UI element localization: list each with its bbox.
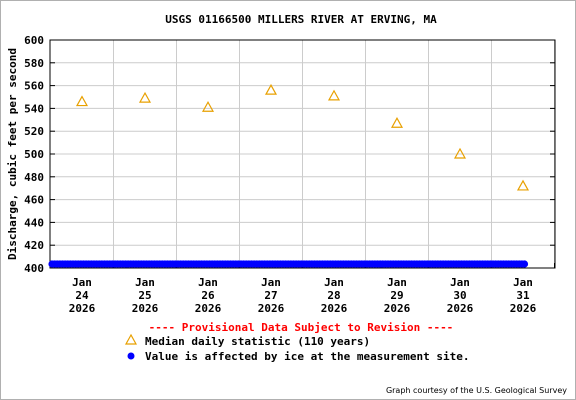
median-point xyxy=(453,147,467,159)
y-tick-label: 480 xyxy=(24,171,44,184)
legend-ice-label: Value is affected by ice at the measurem… xyxy=(145,350,470,363)
y-tick-label: 540 xyxy=(24,102,44,115)
y-tick-label: 500 xyxy=(24,148,44,161)
ice-series xyxy=(48,260,529,268)
median-point xyxy=(201,101,215,112)
x-tick-label: 2026 xyxy=(510,302,537,315)
x-tick-label: 28 xyxy=(327,289,340,302)
grid xyxy=(50,40,555,268)
legend-median-label: Median daily statistic (110 years) xyxy=(145,335,370,348)
median-point xyxy=(138,91,152,103)
x-tick-label: Jan xyxy=(72,276,92,289)
x-tick-label: Jan xyxy=(513,276,533,289)
x-tick-label: 2026 xyxy=(384,302,411,315)
x-tick-label: 2026 xyxy=(447,302,474,315)
x-tick-label: Jan xyxy=(261,276,281,289)
median-point xyxy=(516,179,530,191)
x-tick-label: 2026 xyxy=(132,302,159,315)
y-tick-label: 600 xyxy=(24,34,44,47)
ice-point xyxy=(520,260,529,268)
y-tick-label: 520 xyxy=(24,125,44,138)
y-tick-label: 560 xyxy=(24,80,44,93)
legend-dot-icon xyxy=(127,352,135,360)
x-tick-label: 31 xyxy=(516,289,530,302)
x-tick-label: 2026 xyxy=(321,302,348,315)
y-tick-label: 420 xyxy=(24,239,44,252)
x-tick-label: Jan xyxy=(324,276,344,289)
median-series xyxy=(75,83,530,191)
x-tick-label: Jan xyxy=(198,276,218,289)
x-tick-label: Jan xyxy=(387,276,407,289)
median-point xyxy=(75,95,89,107)
x-tick-label: Jan xyxy=(135,276,155,289)
chart-title: USGS 01166500 MILLERS RIVER AT ERVING, M… xyxy=(165,13,437,26)
x-tick-label: 29 xyxy=(390,289,403,302)
x-tick-label: 2026 xyxy=(258,302,285,315)
x-tick-label: 2026 xyxy=(69,302,96,315)
x-tick-label: 27 xyxy=(264,289,277,302)
median-point xyxy=(264,83,278,95)
y-tick-label: 460 xyxy=(24,194,44,207)
x-tick-label: 2026 xyxy=(195,302,222,315)
median-point xyxy=(390,116,404,128)
x-axis: Jan242026Jan252026Jan262026Jan272026Jan2… xyxy=(69,263,555,315)
x-tick-label: 24 xyxy=(75,289,89,302)
x-tick-label: 25 xyxy=(138,289,151,302)
x-tick-label: 26 xyxy=(201,289,215,302)
provisional-note: ---- Provisional Data Subject to Revisio… xyxy=(149,321,454,334)
legend-triangle-icon xyxy=(124,333,138,345)
y-axis-label: Discharge, cubic feet per second xyxy=(6,48,19,260)
y-tick-label: 440 xyxy=(24,216,44,229)
x-tick-label: Jan xyxy=(450,276,470,289)
credit-text: Graph courtesy of the U.S. Geological Su… xyxy=(386,386,567,395)
y-tick-label: 580 xyxy=(24,57,44,70)
y-axis: 400 420 440 460 480 500 520 540 560 580 600 xyxy=(24,34,555,275)
x-tick-label: 30 xyxy=(453,289,466,302)
y-tick-label: 400 xyxy=(24,262,44,275)
median-point xyxy=(327,89,341,101)
